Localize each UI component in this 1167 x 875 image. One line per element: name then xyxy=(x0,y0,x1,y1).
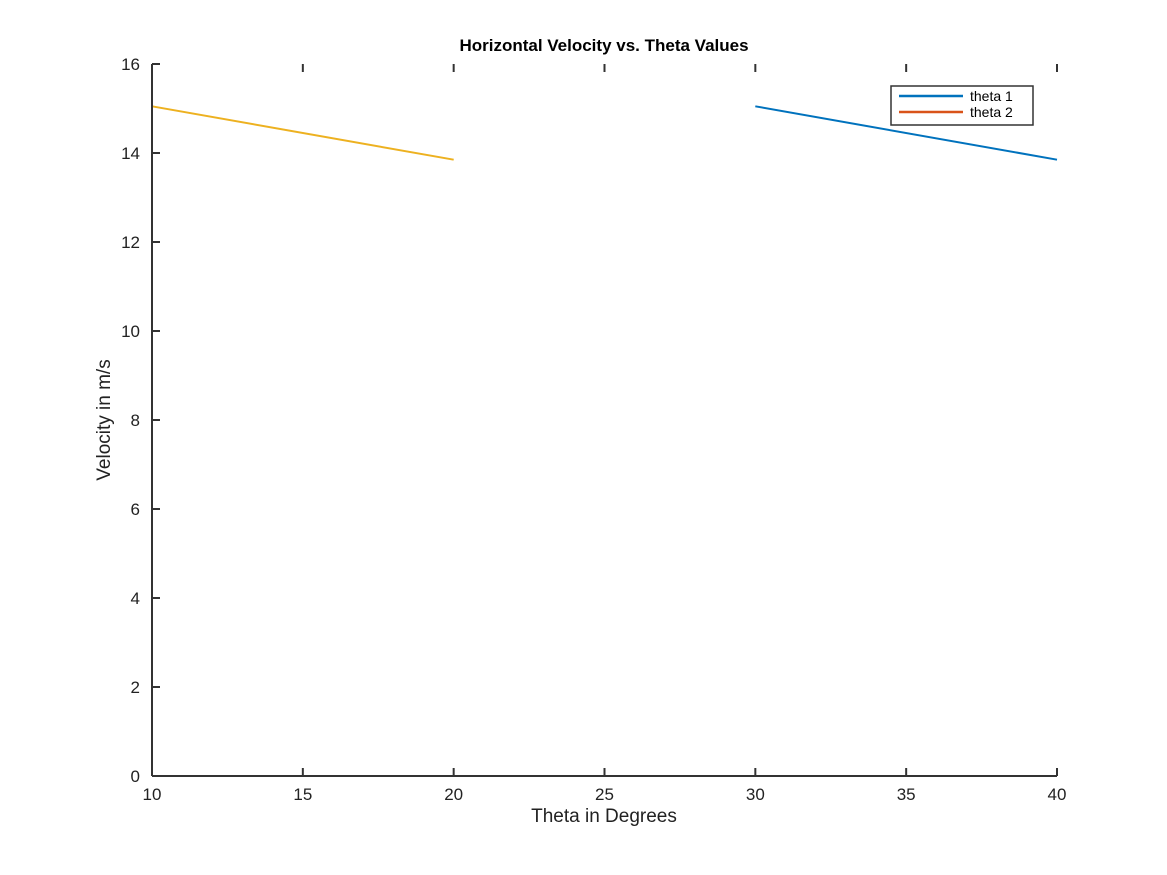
y-tick-label: 10 xyxy=(121,322,140,341)
x-axis-ticks: 10 15 20 25 30 35 40 xyxy=(143,64,1067,804)
x-tick-label: 25 xyxy=(595,785,614,804)
y-tick-label: 16 xyxy=(121,55,140,74)
y-tick-label: 2 xyxy=(131,678,140,697)
chart-title: Horizontal Velocity vs. Theta Values xyxy=(459,36,748,55)
y-tick-label: 14 xyxy=(121,144,140,163)
y-tick-label: 4 xyxy=(131,589,140,608)
series-line-1 xyxy=(755,105,1058,161)
series-layer xyxy=(151,105,1058,777)
x-axis-title: Theta in Degrees xyxy=(531,806,677,827)
x-tick-label: 40 xyxy=(1048,785,1067,804)
legend-box xyxy=(890,85,1034,126)
x-tick-label: 10 xyxy=(143,785,162,804)
series-line-3 xyxy=(151,105,454,161)
x-tick-label: 35 xyxy=(897,785,916,804)
x-tick-label: 20 xyxy=(444,785,463,804)
legend-label-1: theta 1 xyxy=(970,88,1013,104)
x-tick-label: 15 xyxy=(293,785,312,804)
y-axis-title: Velocity in m/s xyxy=(94,359,115,480)
y-tick-label: 0 xyxy=(131,767,140,786)
legend-label-2: theta 2 xyxy=(970,104,1013,120)
y-tick-label: 12 xyxy=(121,233,140,252)
x-tick-label: 30 xyxy=(746,785,765,804)
y-axis-ticks: 0 2 4 6 8 10 12 14 16 xyxy=(121,55,160,786)
y-tick-label: 6 xyxy=(131,500,140,519)
y-tick-label: 8 xyxy=(131,411,140,430)
